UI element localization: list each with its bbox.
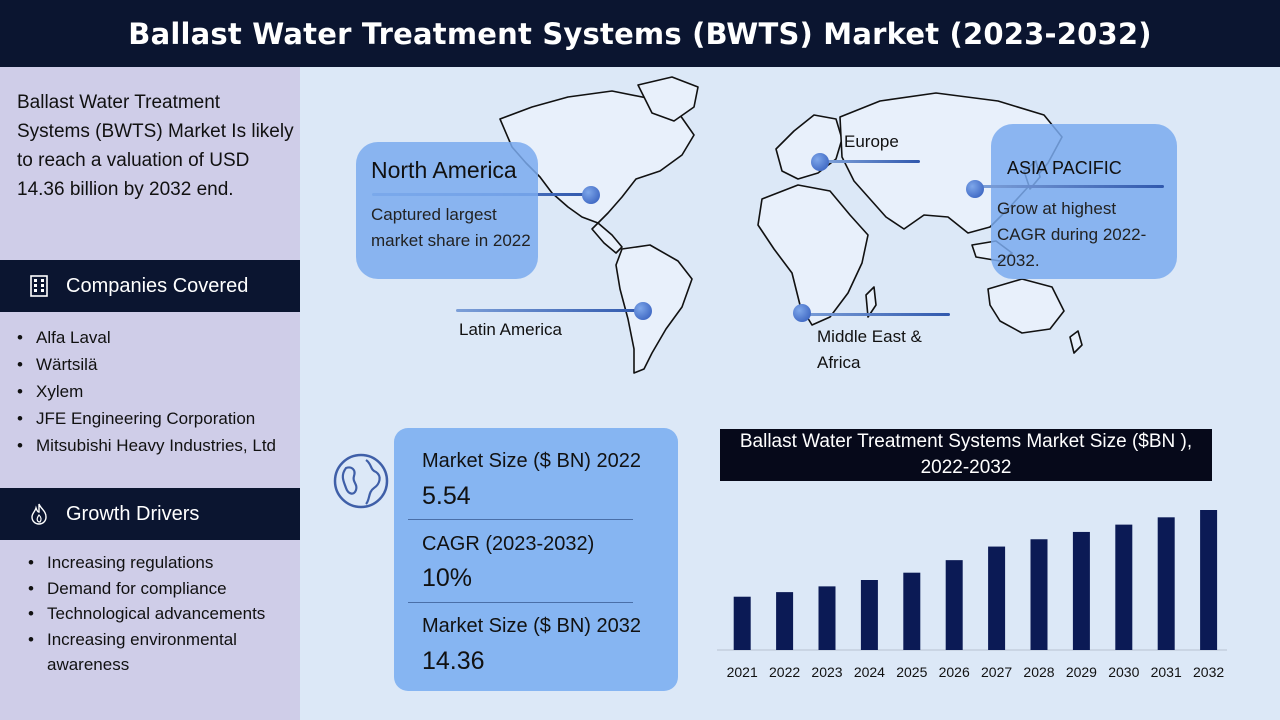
intro-text: Ballast Water Treatment Systems (BWTS) M… bbox=[17, 92, 294, 200]
north-america-pin bbox=[582, 186, 600, 204]
north-america-desc: Captured largest market share in 2022 bbox=[371, 205, 531, 250]
market-size-2022-label: Market Size ($ BN) 2022 bbox=[422, 450, 641, 472]
cagr-value: 10% bbox=[422, 564, 473, 592]
market-size-2022-value: 5.54 bbox=[422, 482, 471, 510]
x-tick-label: 2021 bbox=[727, 664, 758, 680]
x-tick-label: 2029 bbox=[1066, 664, 1097, 680]
market-size-2032-value: 14.36 bbox=[422, 647, 485, 675]
drivers-list: Increasing regulations Demand for compli… bbox=[28, 550, 297, 678]
chart-bar-2025 bbox=[903, 572, 921, 650]
list-item: Demand for compliance bbox=[28, 576, 297, 602]
x-tick-label: 2031 bbox=[1151, 664, 1182, 680]
x-tick-label: 2032 bbox=[1193, 664, 1224, 680]
north-america-callout: North America Captured largest market sh… bbox=[356, 142, 538, 279]
stats-panel: Market Size ($ BN) 2022 5.54 CAGR (2023-… bbox=[394, 428, 678, 691]
latin-america-label: Latin America bbox=[459, 320, 562, 339]
asia-pacific-callout: ASIA PACIFIC Grow at highest CAGR during… bbox=[991, 124, 1177, 279]
header-bar: Ballast Water Treatment Systems (BWTS) M… bbox=[0, 0, 1280, 67]
chart-bar-2024 bbox=[860, 580, 878, 650]
mea-connector bbox=[800, 313, 950, 316]
europe-connector bbox=[828, 160, 920, 163]
chart-bar-2030 bbox=[1115, 524, 1133, 650]
divider bbox=[408, 519, 633, 520]
asia-pacific-pin bbox=[966, 180, 984, 198]
companies-heading: Companies Covered bbox=[0, 260, 300, 312]
list-item: Increasing environmental awareness bbox=[28, 627, 297, 678]
companies-heading-label: Companies Covered bbox=[66, 274, 249, 297]
latin-america-pin bbox=[634, 302, 652, 320]
cagr-label: CAGR (2023-2032) bbox=[422, 533, 595, 555]
list-item: Xylem bbox=[17, 378, 298, 405]
globe-icon bbox=[333, 453, 389, 509]
x-tick-label: 2024 bbox=[854, 664, 885, 680]
europe-label: Europe bbox=[844, 132, 899, 151]
mea-label: Middle East & Africa bbox=[817, 327, 922, 372]
drivers-heading-label: Growth Drivers bbox=[66, 502, 200, 525]
chart-bar-2026 bbox=[945, 560, 963, 650]
chart-bar-2029 bbox=[1072, 531, 1090, 650]
x-tick-label: 2026 bbox=[939, 664, 970, 680]
chart-bar-2022 bbox=[776, 592, 794, 650]
drivers-heading: Growth Drivers bbox=[0, 488, 300, 540]
chart-bar-2031 bbox=[1157, 517, 1175, 650]
asia-pacific-connector bbox=[980, 185, 1164, 188]
list-item: Alfa Laval bbox=[17, 324, 298, 351]
building-icon bbox=[28, 275, 50, 297]
market-size-2032-label: Market Size ($ BN) 2032 bbox=[422, 615, 641, 637]
divider bbox=[408, 602, 633, 603]
page-title: Ballast Water Treatment Systems (BWTS) M… bbox=[128, 16, 1152, 51]
chart-bar-2027 bbox=[988, 546, 1006, 650]
x-tick-label: 2022 bbox=[769, 664, 800, 680]
asia-pacific-desc: Grow at highest CAGR during 2022-2032. bbox=[997, 199, 1147, 270]
x-tick-label: 2023 bbox=[811, 664, 842, 680]
north-america-title: North America bbox=[371, 157, 517, 183]
europe-pin bbox=[811, 153, 829, 171]
list-item: JFE Engineering Corporation bbox=[17, 405, 298, 432]
flame-icon bbox=[28, 503, 50, 525]
list-item: Increasing regulations bbox=[28, 550, 297, 576]
list-item: Wärtsilä bbox=[17, 351, 298, 378]
latin-america-connector bbox=[456, 309, 644, 312]
chart-bar-2021 bbox=[733, 596, 751, 650]
bar-chart: 2021 2022 2023 2024 2025 2026 2027 2028 2029 2030… bbox=[717, 510, 1227, 680]
list-item: Mitsubishi Heavy Industries, Ltd bbox=[17, 432, 298, 459]
x-tick-label: 2028 bbox=[1023, 664, 1054, 680]
chart-bar-2028 bbox=[1030, 539, 1048, 650]
chart-bar-2032 bbox=[1200, 510, 1218, 650]
x-tick-label: 2030 bbox=[1108, 664, 1139, 680]
companies-list: Alfa Laval Wärtsilä Xylem JFE Engineerin… bbox=[17, 324, 298, 459]
chart-bar-2023 bbox=[818, 586, 836, 650]
asia-pacific-title: ASIA PACIFIC bbox=[1007, 158, 1122, 178]
x-tick-label: 2025 bbox=[896, 664, 927, 680]
x-tick-label: 2027 bbox=[981, 664, 1012, 680]
mea-pin bbox=[793, 304, 811, 322]
chart-title: Ballast Water Treatment Systems Market S… bbox=[720, 429, 1212, 481]
list-item: Technological advancements bbox=[28, 601, 297, 627]
